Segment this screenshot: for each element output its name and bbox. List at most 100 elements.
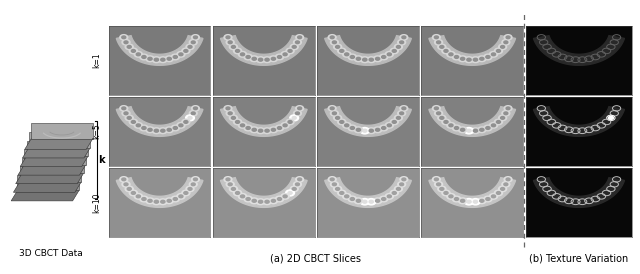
Circle shape	[161, 129, 165, 132]
Circle shape	[191, 35, 199, 40]
Circle shape	[283, 124, 287, 127]
Circle shape	[296, 41, 300, 44]
Circle shape	[392, 192, 396, 194]
Circle shape	[495, 190, 502, 196]
Circle shape	[229, 44, 237, 50]
Circle shape	[330, 36, 334, 39]
Circle shape	[184, 192, 188, 194]
Polygon shape	[324, 36, 412, 65]
Circle shape	[140, 196, 148, 202]
Circle shape	[385, 122, 394, 128]
Polygon shape	[221, 107, 307, 136]
Circle shape	[250, 56, 259, 62]
Circle shape	[226, 107, 230, 110]
Circle shape	[367, 128, 376, 134]
Circle shape	[281, 52, 289, 57]
Circle shape	[120, 35, 128, 40]
Circle shape	[387, 53, 391, 56]
Circle shape	[374, 198, 382, 204]
Circle shape	[454, 198, 459, 200]
Circle shape	[381, 127, 386, 129]
Circle shape	[281, 122, 289, 128]
Circle shape	[263, 128, 271, 134]
Circle shape	[159, 57, 167, 62]
Circle shape	[186, 186, 194, 192]
Circle shape	[399, 41, 404, 44]
Circle shape	[189, 40, 197, 45]
Circle shape	[363, 58, 367, 61]
Circle shape	[122, 39, 130, 45]
Circle shape	[360, 199, 369, 205]
Circle shape	[179, 195, 183, 198]
Circle shape	[464, 127, 474, 134]
Circle shape	[167, 199, 172, 202]
Circle shape	[435, 178, 438, 181]
Circle shape	[271, 129, 275, 131]
Circle shape	[285, 190, 294, 196]
Circle shape	[452, 125, 461, 131]
Circle shape	[333, 186, 342, 192]
Circle shape	[296, 177, 303, 182]
Polygon shape	[22, 147, 90, 158]
Circle shape	[502, 111, 510, 116]
Circle shape	[165, 56, 173, 62]
Polygon shape	[221, 178, 307, 207]
Circle shape	[232, 45, 236, 48]
Circle shape	[124, 183, 128, 186]
Circle shape	[328, 177, 336, 182]
Circle shape	[499, 186, 507, 192]
Circle shape	[288, 192, 292, 194]
Circle shape	[444, 121, 448, 123]
Circle shape	[376, 129, 380, 131]
Circle shape	[131, 192, 136, 194]
Circle shape	[400, 35, 408, 40]
Circle shape	[186, 115, 195, 121]
Circle shape	[136, 53, 140, 56]
Circle shape	[458, 127, 467, 133]
Circle shape	[458, 198, 467, 204]
Circle shape	[226, 39, 234, 45]
Polygon shape	[116, 178, 203, 207]
Polygon shape	[20, 166, 81, 182]
Circle shape	[390, 48, 398, 54]
Circle shape	[125, 44, 133, 50]
Circle shape	[148, 57, 152, 60]
Circle shape	[140, 125, 148, 131]
Circle shape	[193, 107, 197, 110]
Circle shape	[177, 52, 185, 57]
Circle shape	[228, 183, 232, 186]
Circle shape	[449, 124, 453, 127]
Circle shape	[435, 182, 443, 187]
Circle shape	[191, 183, 195, 186]
Circle shape	[265, 200, 269, 203]
Circle shape	[129, 48, 138, 54]
Polygon shape	[29, 132, 90, 147]
Circle shape	[338, 190, 346, 196]
Circle shape	[367, 199, 376, 205]
Circle shape	[397, 111, 406, 116]
Circle shape	[275, 54, 284, 60]
Circle shape	[435, 111, 443, 116]
Circle shape	[244, 125, 252, 131]
Circle shape	[294, 182, 301, 187]
Circle shape	[345, 195, 349, 198]
Circle shape	[124, 41, 128, 44]
Circle shape	[294, 40, 301, 45]
Circle shape	[271, 199, 275, 202]
Circle shape	[283, 195, 287, 198]
Circle shape	[188, 187, 192, 190]
Circle shape	[292, 116, 296, 119]
Circle shape	[390, 119, 398, 125]
Circle shape	[330, 182, 339, 187]
Circle shape	[497, 121, 500, 123]
Circle shape	[239, 52, 246, 57]
Circle shape	[146, 198, 154, 204]
Circle shape	[350, 198, 355, 200]
Circle shape	[363, 129, 367, 132]
Circle shape	[131, 50, 136, 52]
Circle shape	[369, 129, 373, 132]
Circle shape	[191, 41, 195, 44]
Circle shape	[504, 112, 508, 115]
Circle shape	[125, 186, 133, 192]
Circle shape	[394, 115, 403, 121]
